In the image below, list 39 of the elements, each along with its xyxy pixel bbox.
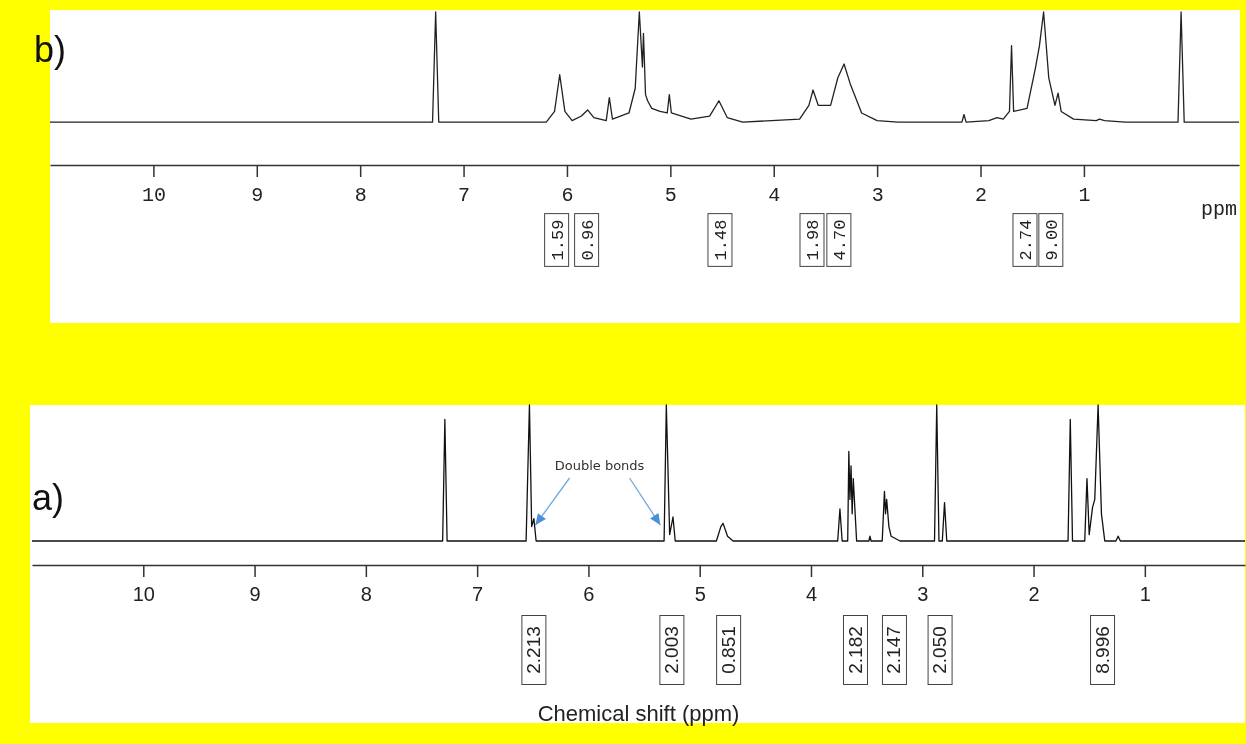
x-tick-label: 10 bbox=[132, 583, 155, 606]
x-tick-label: 4 bbox=[768, 184, 781, 208]
text: 8.996 bbox=[1091, 626, 1113, 674]
x-tick-label: 1 bbox=[1139, 583, 1151, 606]
x-tick-label: 9 bbox=[249, 583, 261, 606]
text: 2.003 bbox=[660, 626, 682, 674]
text: 9.00 bbox=[1042, 219, 1062, 261]
text: 2.182 bbox=[844, 626, 866, 674]
text: 0.96 bbox=[578, 219, 598, 261]
x-tick-label: 1 bbox=[1078, 184, 1091, 208]
annotation: Double bonds bbox=[554, 458, 645, 473]
x-tick-label: 3 bbox=[917, 583, 929, 606]
x-axis-title: Chemical shift (ppm) bbox=[537, 701, 740, 726]
x-tick-label: 5 bbox=[664, 184, 677, 208]
x-tick-label: 7 bbox=[472, 583, 484, 606]
x-tick-label: 10 bbox=[141, 184, 166, 208]
x-tick-label: 2 bbox=[1028, 583, 1040, 606]
text: 1.48 bbox=[711, 219, 731, 261]
x-tick-label: 6 bbox=[561, 184, 574, 208]
x-tick-label: 2 bbox=[975, 184, 988, 208]
x-tick-label: 8 bbox=[360, 583, 372, 606]
x-axis-title: ppm bbox=[1200, 198, 1237, 221]
x-tick-label: 6 bbox=[583, 583, 595, 606]
text: 2.147 bbox=[883, 626, 905, 674]
text: 2.050 bbox=[929, 626, 951, 674]
text: 1.98 bbox=[803, 219, 823, 261]
x-tick-label: 7 bbox=[458, 184, 471, 208]
text: 0.851 bbox=[717, 626, 739, 674]
text: b) bbox=[34, 29, 67, 70]
x-tick-label: 3 bbox=[871, 184, 884, 208]
text: 2.213 bbox=[522, 626, 544, 674]
text: 2.74 bbox=[1016, 219, 1036, 261]
x-tick-label: 5 bbox=[694, 583, 706, 606]
x-tick-label: 9 bbox=[251, 184, 264, 208]
x-tick-label: 8 bbox=[354, 184, 367, 208]
text: 1.59 bbox=[548, 219, 568, 261]
x-tick-label: 4 bbox=[805, 583, 818, 606]
text: a) bbox=[32, 477, 65, 518]
text: 4.70 bbox=[830, 219, 850, 261]
